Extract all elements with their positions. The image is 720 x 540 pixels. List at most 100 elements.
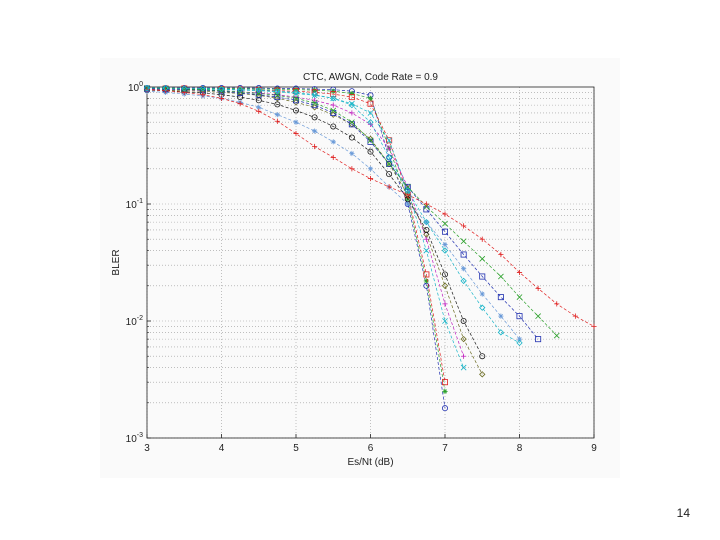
data-point: [441, 282, 449, 289]
data-point: [404, 191, 411, 198]
series-line: [147, 87, 446, 409]
series-10: [144, 85, 560, 339]
data-point: [367, 137, 374, 144]
data-point: [386, 171, 393, 178]
data-point: [255, 90, 262, 97]
data-point: [516, 336, 523, 342]
data-point: [237, 94, 244, 101]
data-point: [311, 91, 318, 98]
series-line: [147, 87, 520, 344]
series-line: [147, 88, 464, 357]
data-point: [460, 238, 467, 245]
data-point: [479, 304, 486, 311]
data-point: [274, 101, 281, 108]
data-point: [349, 150, 355, 157]
data-point: [200, 92, 206, 98]
data-point: [442, 301, 448, 307]
data-point: [441, 379, 448, 386]
data-point: [367, 119, 374, 126]
data-point: [367, 175, 374, 182]
data-point: [405, 201, 411, 207]
data-point: [554, 301, 560, 307]
data-point: [423, 203, 430, 210]
data-point: [442, 318, 448, 324]
data-point: [236, 86, 244, 93]
chart-figure: 3 4 5 6 7 8 9 100 10-1 10-2 10-3 CTC, AWGN, Code R…: [100, 58, 620, 478]
data-point: [423, 247, 430, 254]
data-point: [367, 166, 374, 172]
data-point: [441, 228, 448, 235]
data-point: [516, 269, 523, 276]
series-line: [147, 88, 446, 383]
data-point: [274, 118, 280, 124]
data-point: [516, 294, 523, 301]
data-point: [349, 90, 355, 97]
data-point: [330, 95, 337, 102]
x-tick-label: 7: [442, 443, 448, 454]
data-point: [274, 88, 281, 95]
data-point: [460, 317, 467, 324]
y-tick-label: 10-2: [126, 315, 143, 328]
data-point: [404, 183, 411, 190]
data-point: [460, 335, 467, 343]
data-point: [255, 91, 262, 98]
data-point: [199, 85, 207, 92]
data-point: [386, 145, 392, 151]
data-point: [423, 201, 429, 207]
data-point: [479, 236, 485, 242]
grid: [146, 87, 595, 439]
data-point: [348, 101, 356, 109]
data-point: [442, 388, 448, 395]
series-9: [144, 85, 542, 343]
data-point: [330, 154, 336, 161]
data-point: [218, 85, 225, 93]
data-point: [311, 104, 318, 111]
data-point: [460, 364, 467, 371]
data-point: [461, 223, 467, 229]
data-point: [292, 89, 300, 96]
data-point: [516, 339, 523, 347]
data-point: [404, 187, 411, 194]
data-point: [367, 138, 374, 145]
data-point: [386, 160, 393, 167]
data-point: [535, 313, 542, 320]
data-point: [386, 161, 393, 167]
data-point: [423, 278, 429, 284]
data-point: [348, 134, 355, 141]
data-point: [535, 336, 542, 343]
x-tick-label: 5: [293, 443, 299, 454]
data-point: [479, 371, 486, 378]
data-point: [237, 101, 243, 107]
data-point: [255, 86, 262, 94]
data-point: [237, 85, 243, 92]
y-tick-label: 100: [128, 81, 143, 94]
data-point: [311, 100, 318, 106]
data-point: [423, 271, 430, 278]
data-point: [293, 130, 299, 137]
x-tick-label: 4: [219, 443, 225, 454]
data-point: [498, 313, 504, 319]
data-point: [330, 107, 337, 114]
data-point: [497, 329, 505, 336]
axis-ticks: 3 4 5 6 7 8 9 100 10-1 10-2 10-3: [126, 81, 598, 454]
data-point: [553, 332, 560, 339]
y-tick-label: 10-3: [126, 432, 143, 445]
x-tick-label: 6: [368, 443, 374, 454]
data-point: [293, 95, 299, 102]
data-point: [256, 86, 262, 92]
data-point: [386, 137, 393, 144]
data-point: [330, 123, 337, 130]
data-point: [367, 95, 374, 101]
data-point: [218, 88, 225, 95]
data-point: [292, 107, 299, 114]
data-point: [385, 154, 393, 161]
data-point: [255, 97, 262, 104]
data-point: [292, 99, 300, 106]
data-point: [423, 226, 430, 233]
data-point: [293, 119, 299, 125]
chart-title: CTC, AWGN, Code Rate = 0.9: [303, 72, 438, 83]
data-point: [274, 94, 281, 101]
x-tick-label: 3: [144, 443, 150, 454]
data-point: [498, 251, 504, 258]
